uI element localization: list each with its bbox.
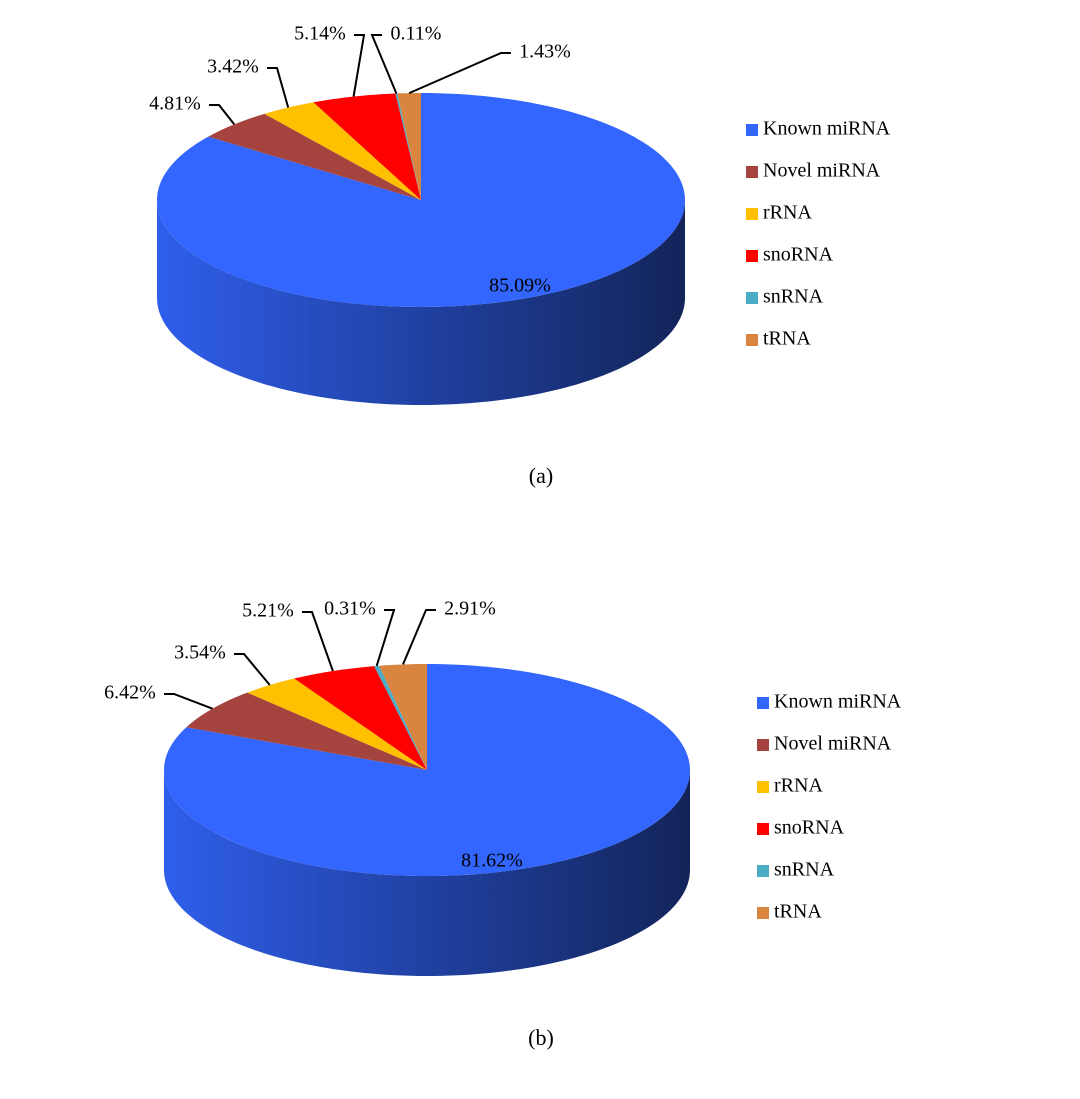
legend-label: snRNA	[763, 286, 824, 308]
slice	[208, 113, 421, 200]
leader-line	[408, 52, 511, 95]
slice	[157, 93, 685, 307]
data-label: 3.42%	[207, 56, 259, 78]
data-label: 4.81%	[149, 93, 201, 115]
legend-swatch	[746, 250, 758, 262]
leader-line	[370, 34, 398, 94]
legend-swatch	[757, 697, 769, 709]
legend-swatch	[746, 124, 758, 136]
leader-line	[209, 104, 236, 125]
caption: (a)	[529, 463, 553, 488]
legend-swatch	[746, 292, 758, 304]
data-label: 0.31%	[324, 598, 376, 620]
legend-swatch	[757, 739, 769, 751]
slice	[186, 692, 427, 770]
legend-swatch	[746, 208, 758, 220]
data-label: 5.14%	[294, 23, 346, 45]
data-label: 81.62%	[461, 850, 523, 872]
data-label: 0.11%	[391, 23, 442, 45]
slice	[247, 678, 427, 770]
slice-side	[157, 200, 685, 405]
leader-line	[164, 693, 213, 710]
leader-line	[267, 67, 290, 108]
legend-label: tRNA	[763, 328, 811, 350]
legend-swatch	[746, 334, 758, 346]
legend-swatch	[757, 907, 769, 919]
data-label: 3.54%	[174, 642, 226, 664]
legend-label: rRNA	[774, 775, 823, 797]
leader-line	[402, 609, 436, 665]
legend-label: rRNA	[763, 202, 812, 224]
slice	[397, 93, 421, 200]
leader-line	[352, 34, 366, 97]
legend-label: Known miRNA	[774, 691, 902, 713]
legend-label: Novel miRNA	[774, 733, 892, 755]
data-label: 2.91%	[444, 598, 496, 620]
leader-line	[234, 653, 271, 686]
slice	[264, 102, 421, 200]
legend-swatch	[757, 781, 769, 793]
slice	[379, 664, 427, 770]
legend-label: snRNA	[774, 859, 835, 881]
slice	[294, 666, 427, 770]
leader-line	[375, 609, 396, 667]
data-label: 1.43%	[519, 41, 571, 63]
legend-label: Novel miRNA	[763, 160, 881, 182]
data-label: 85.09%	[489, 275, 551, 297]
legend-label: tRNA	[774, 901, 822, 923]
slice-side	[164, 770, 690, 976]
leader-line	[302, 611, 334, 672]
legend-label: snoRNA	[763, 244, 834, 266]
caption: (b)	[528, 1025, 554, 1050]
legend-label: snoRNA	[774, 817, 845, 839]
data-label: 6.42%	[104, 682, 156, 704]
slice	[313, 93, 421, 200]
slice	[374, 665, 427, 770]
slice	[395, 93, 421, 200]
legend-swatch	[757, 823, 769, 835]
legend-swatch	[757, 865, 769, 877]
slice	[164, 664, 690, 876]
legend-label: Known miRNA	[763, 118, 891, 140]
data-label: 5.21%	[242, 600, 294, 622]
legend-swatch	[746, 166, 758, 178]
